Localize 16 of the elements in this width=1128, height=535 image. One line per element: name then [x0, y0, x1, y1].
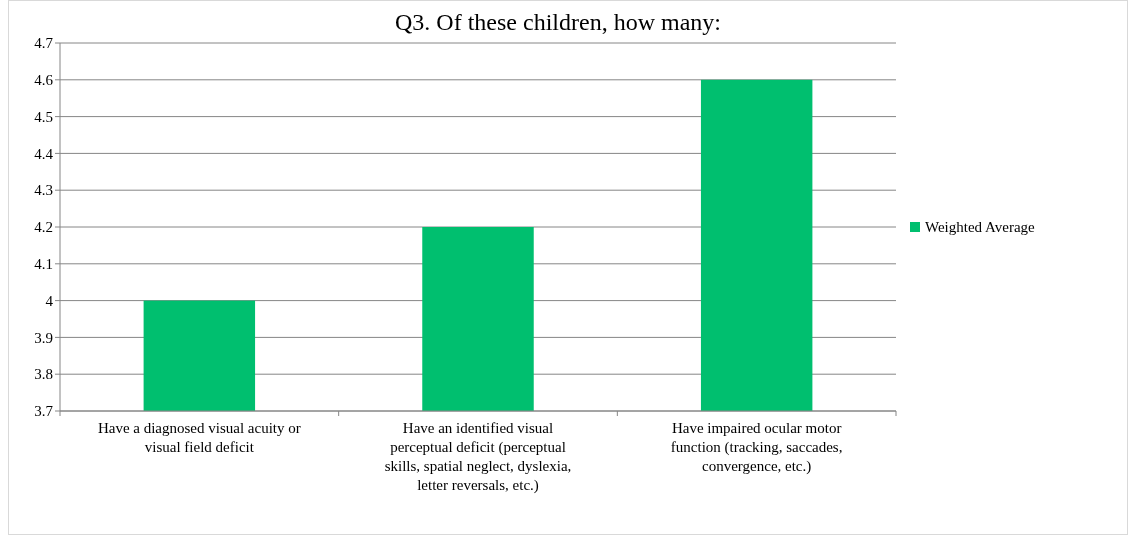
y-tick-label: 4.3	[34, 182, 53, 199]
legend-label: Weighted Average	[925, 219, 1036, 236]
x-tick-label: Have impaired ocular motor function (tracking, saccades, convergence, etc.)	[670, 420, 843, 475]
y-tick-label: 3.9	[34, 329, 53, 346]
chart-title: Q3. Of these children, how many:	[395, 9, 721, 35]
y-tick-label: 4.5	[34, 108, 53, 125]
y-tick-label: 3.8	[34, 366, 53, 383]
y-tick-label: 4.4	[34, 145, 54, 162]
y-tick-label: 4.2	[34, 219, 53, 236]
y-tick-label: 3.7	[34, 403, 54, 420]
x-tick-label: Have an identified visual perceptual deficit (perceptual skills, spatial neglect, dyslexia, letter reversals, etc.)	[384, 420, 572, 494]
y-tick-label: 4.1	[34, 256, 53, 273]
y-tick-label: 4.7	[34, 35, 54, 52]
x-tick-label: Have a diagnosed visual acuity or visual field deficit	[97, 420, 301, 455]
y-tick-label: 4.6	[34, 72, 54, 89]
y-tick-label: 4	[45, 292, 54, 309]
